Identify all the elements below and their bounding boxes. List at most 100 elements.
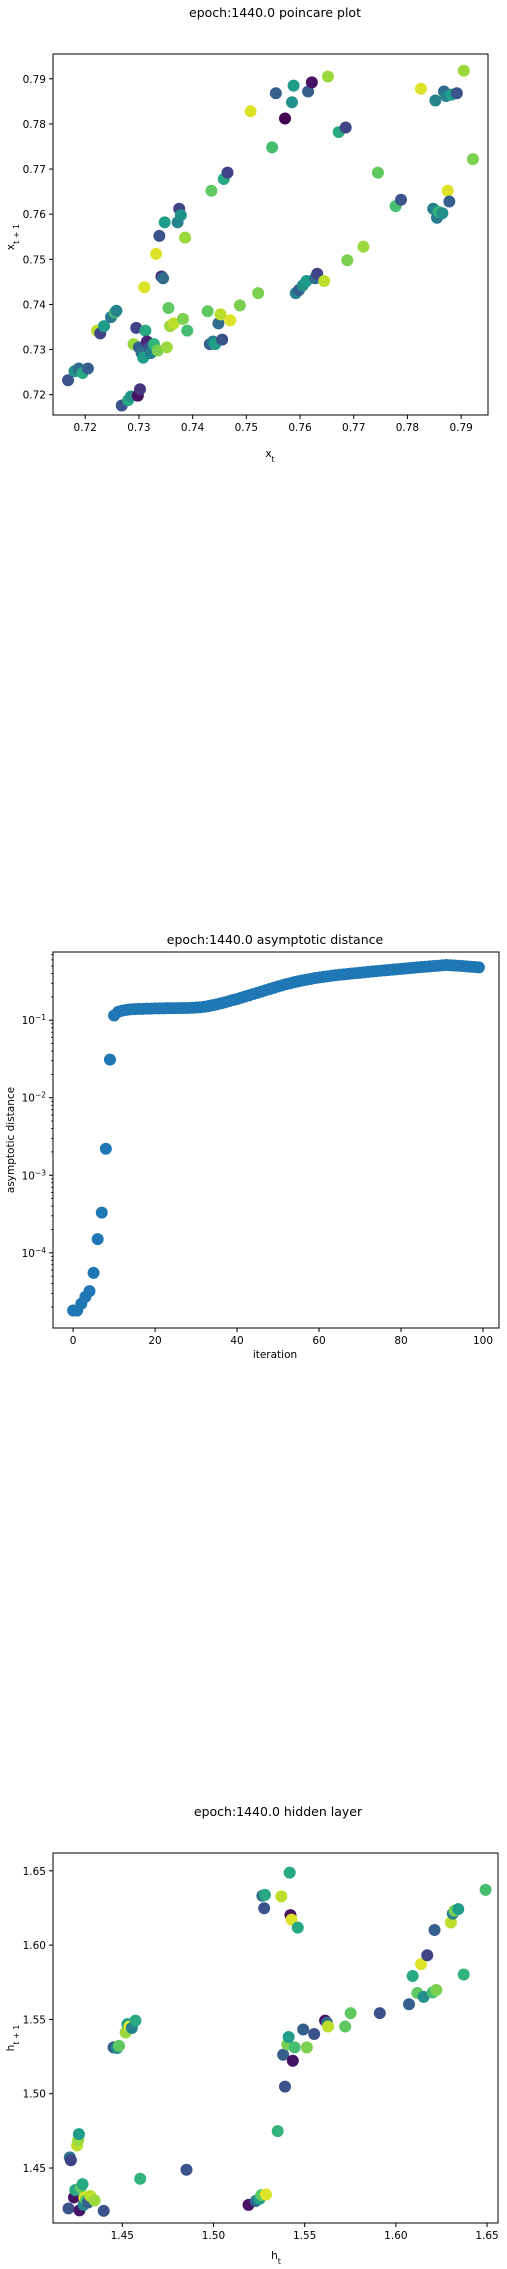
data-point xyxy=(134,383,146,396)
x-tick-label: 1.55 xyxy=(293,2230,316,2242)
data-point xyxy=(150,247,163,260)
data-point xyxy=(130,321,143,334)
data-point xyxy=(269,87,282,100)
data-point xyxy=(62,374,75,387)
y-tick-label: 0.74 xyxy=(23,299,47,311)
y-tick-label: 10−2 xyxy=(22,1090,47,1105)
data-point xyxy=(97,2204,110,2217)
data-point xyxy=(72,2128,85,2141)
data-point xyxy=(406,1970,419,1983)
y-tick-label: 10−4 xyxy=(22,1245,47,1260)
chart-1-title: epoch:1440.0 poincare plot xyxy=(189,5,361,20)
data-point xyxy=(285,96,298,109)
x-tick-label: 80 xyxy=(394,1335,407,1347)
data-point xyxy=(288,2041,301,2054)
data-point xyxy=(221,166,234,179)
data-point xyxy=(81,362,94,375)
data-point xyxy=(457,64,470,77)
data-point xyxy=(339,121,352,134)
data-point xyxy=(444,1916,457,1929)
data-point xyxy=(176,312,189,325)
data-point xyxy=(371,166,384,179)
data-point xyxy=(180,2163,193,2176)
data-point xyxy=(129,2014,142,2027)
y-tick-label: 1.45 xyxy=(23,2163,46,2175)
data-point xyxy=(357,240,370,253)
data-point xyxy=(318,274,331,287)
y-tick-label: 10−1 xyxy=(22,1013,47,1028)
y-tick-label: 0.79 xyxy=(23,74,46,86)
x-tick-label: 0.76 xyxy=(288,422,312,434)
x-tick-label: 0.75 xyxy=(235,422,258,434)
data-point xyxy=(216,333,229,346)
chart-1-plot-area: 0.72 0.73 0.74 0.75 0.76 0.77 0.78 0.79 0.72 0.73… xyxy=(23,64,479,434)
data-point xyxy=(205,184,218,197)
data-point xyxy=(414,82,427,95)
data-point xyxy=(291,1921,304,1934)
data-point xyxy=(271,2125,284,2138)
data-point xyxy=(279,112,291,125)
data-point xyxy=(322,2020,335,2033)
data-point xyxy=(258,1902,271,1915)
data-point xyxy=(110,304,123,317)
data-point xyxy=(88,2194,101,2207)
data-point xyxy=(139,324,152,337)
data-point xyxy=(278,2080,291,2093)
chart-2-y-axis-label: asymptotic distance xyxy=(5,1087,17,1193)
data-point xyxy=(62,2202,75,2215)
x-tick-label: 1.45 xyxy=(111,2230,134,2242)
data-point xyxy=(282,2030,295,2043)
data-point xyxy=(283,1866,296,1879)
y-tick-label: 1.50 xyxy=(23,2089,46,2101)
data-point xyxy=(91,1233,104,1246)
data-point xyxy=(373,2007,386,2020)
x-tick-label: 0.73 xyxy=(127,422,150,434)
data-point xyxy=(421,1949,434,1962)
data-point xyxy=(287,79,300,92)
data-point xyxy=(308,2027,321,2040)
x-tick-label: 0 xyxy=(70,1335,77,1347)
x-tick-label: 0.78 xyxy=(396,422,419,434)
y-tick-label: 10−3 xyxy=(22,1168,47,1183)
data-point xyxy=(277,2048,290,2061)
y-tick-label: 0.78 xyxy=(23,119,46,131)
data-point xyxy=(113,2039,126,2052)
data-point xyxy=(428,1923,441,1936)
data-point xyxy=(275,1890,288,1903)
chart-2-title: epoch:1440.0 asymptotic distance xyxy=(167,932,384,947)
data-point xyxy=(302,85,315,98)
chart-3-y-axis-label: ht + 1 xyxy=(5,2025,21,2052)
x-tick-label: 1.65 xyxy=(475,2230,498,2242)
y-tick-label: 0.73 xyxy=(23,345,46,357)
data-point xyxy=(64,2154,77,2167)
x-tick-label: 0.77 xyxy=(342,422,365,434)
data-point xyxy=(158,216,171,229)
x-tick-label: 60 xyxy=(312,1335,325,1347)
data-point xyxy=(160,341,173,354)
data-point xyxy=(76,2178,89,2191)
data-point xyxy=(157,272,170,285)
data-point xyxy=(300,2041,313,2054)
data-point xyxy=(297,2023,310,2036)
chart-2-plot-area: 0 20 40 60 80 100 10−4 10−3 10−2 10−1 xyxy=(22,954,493,1347)
y-tick-label: 0.76 xyxy=(23,209,47,221)
data-point xyxy=(403,1998,415,2011)
x-tick-label: 40 xyxy=(230,1335,243,1347)
y-tick-label: 0.77 xyxy=(23,164,46,176)
data-point xyxy=(83,1285,96,1298)
data-point xyxy=(466,153,479,166)
chart-3-plot-area: 1.45 1.50 1.55 1.60 1.65 1.45 1.50 1.55 1.60 1.65 xyxy=(23,1866,499,2242)
data-point xyxy=(339,2020,352,2033)
data-point xyxy=(472,961,485,974)
data-point xyxy=(417,1990,430,2003)
data-point xyxy=(415,1958,428,1971)
y-tick-label: 1.60 xyxy=(23,1940,46,1952)
y-tick-label: 0.72 xyxy=(23,390,46,402)
chart-2-axes-frame xyxy=(52,951,500,1329)
data-point xyxy=(95,1206,108,1219)
chart-1-axes-frame xyxy=(52,53,489,416)
data-point xyxy=(174,209,187,222)
x-tick-label: 0.79 xyxy=(449,422,472,434)
data-point xyxy=(179,231,192,244)
